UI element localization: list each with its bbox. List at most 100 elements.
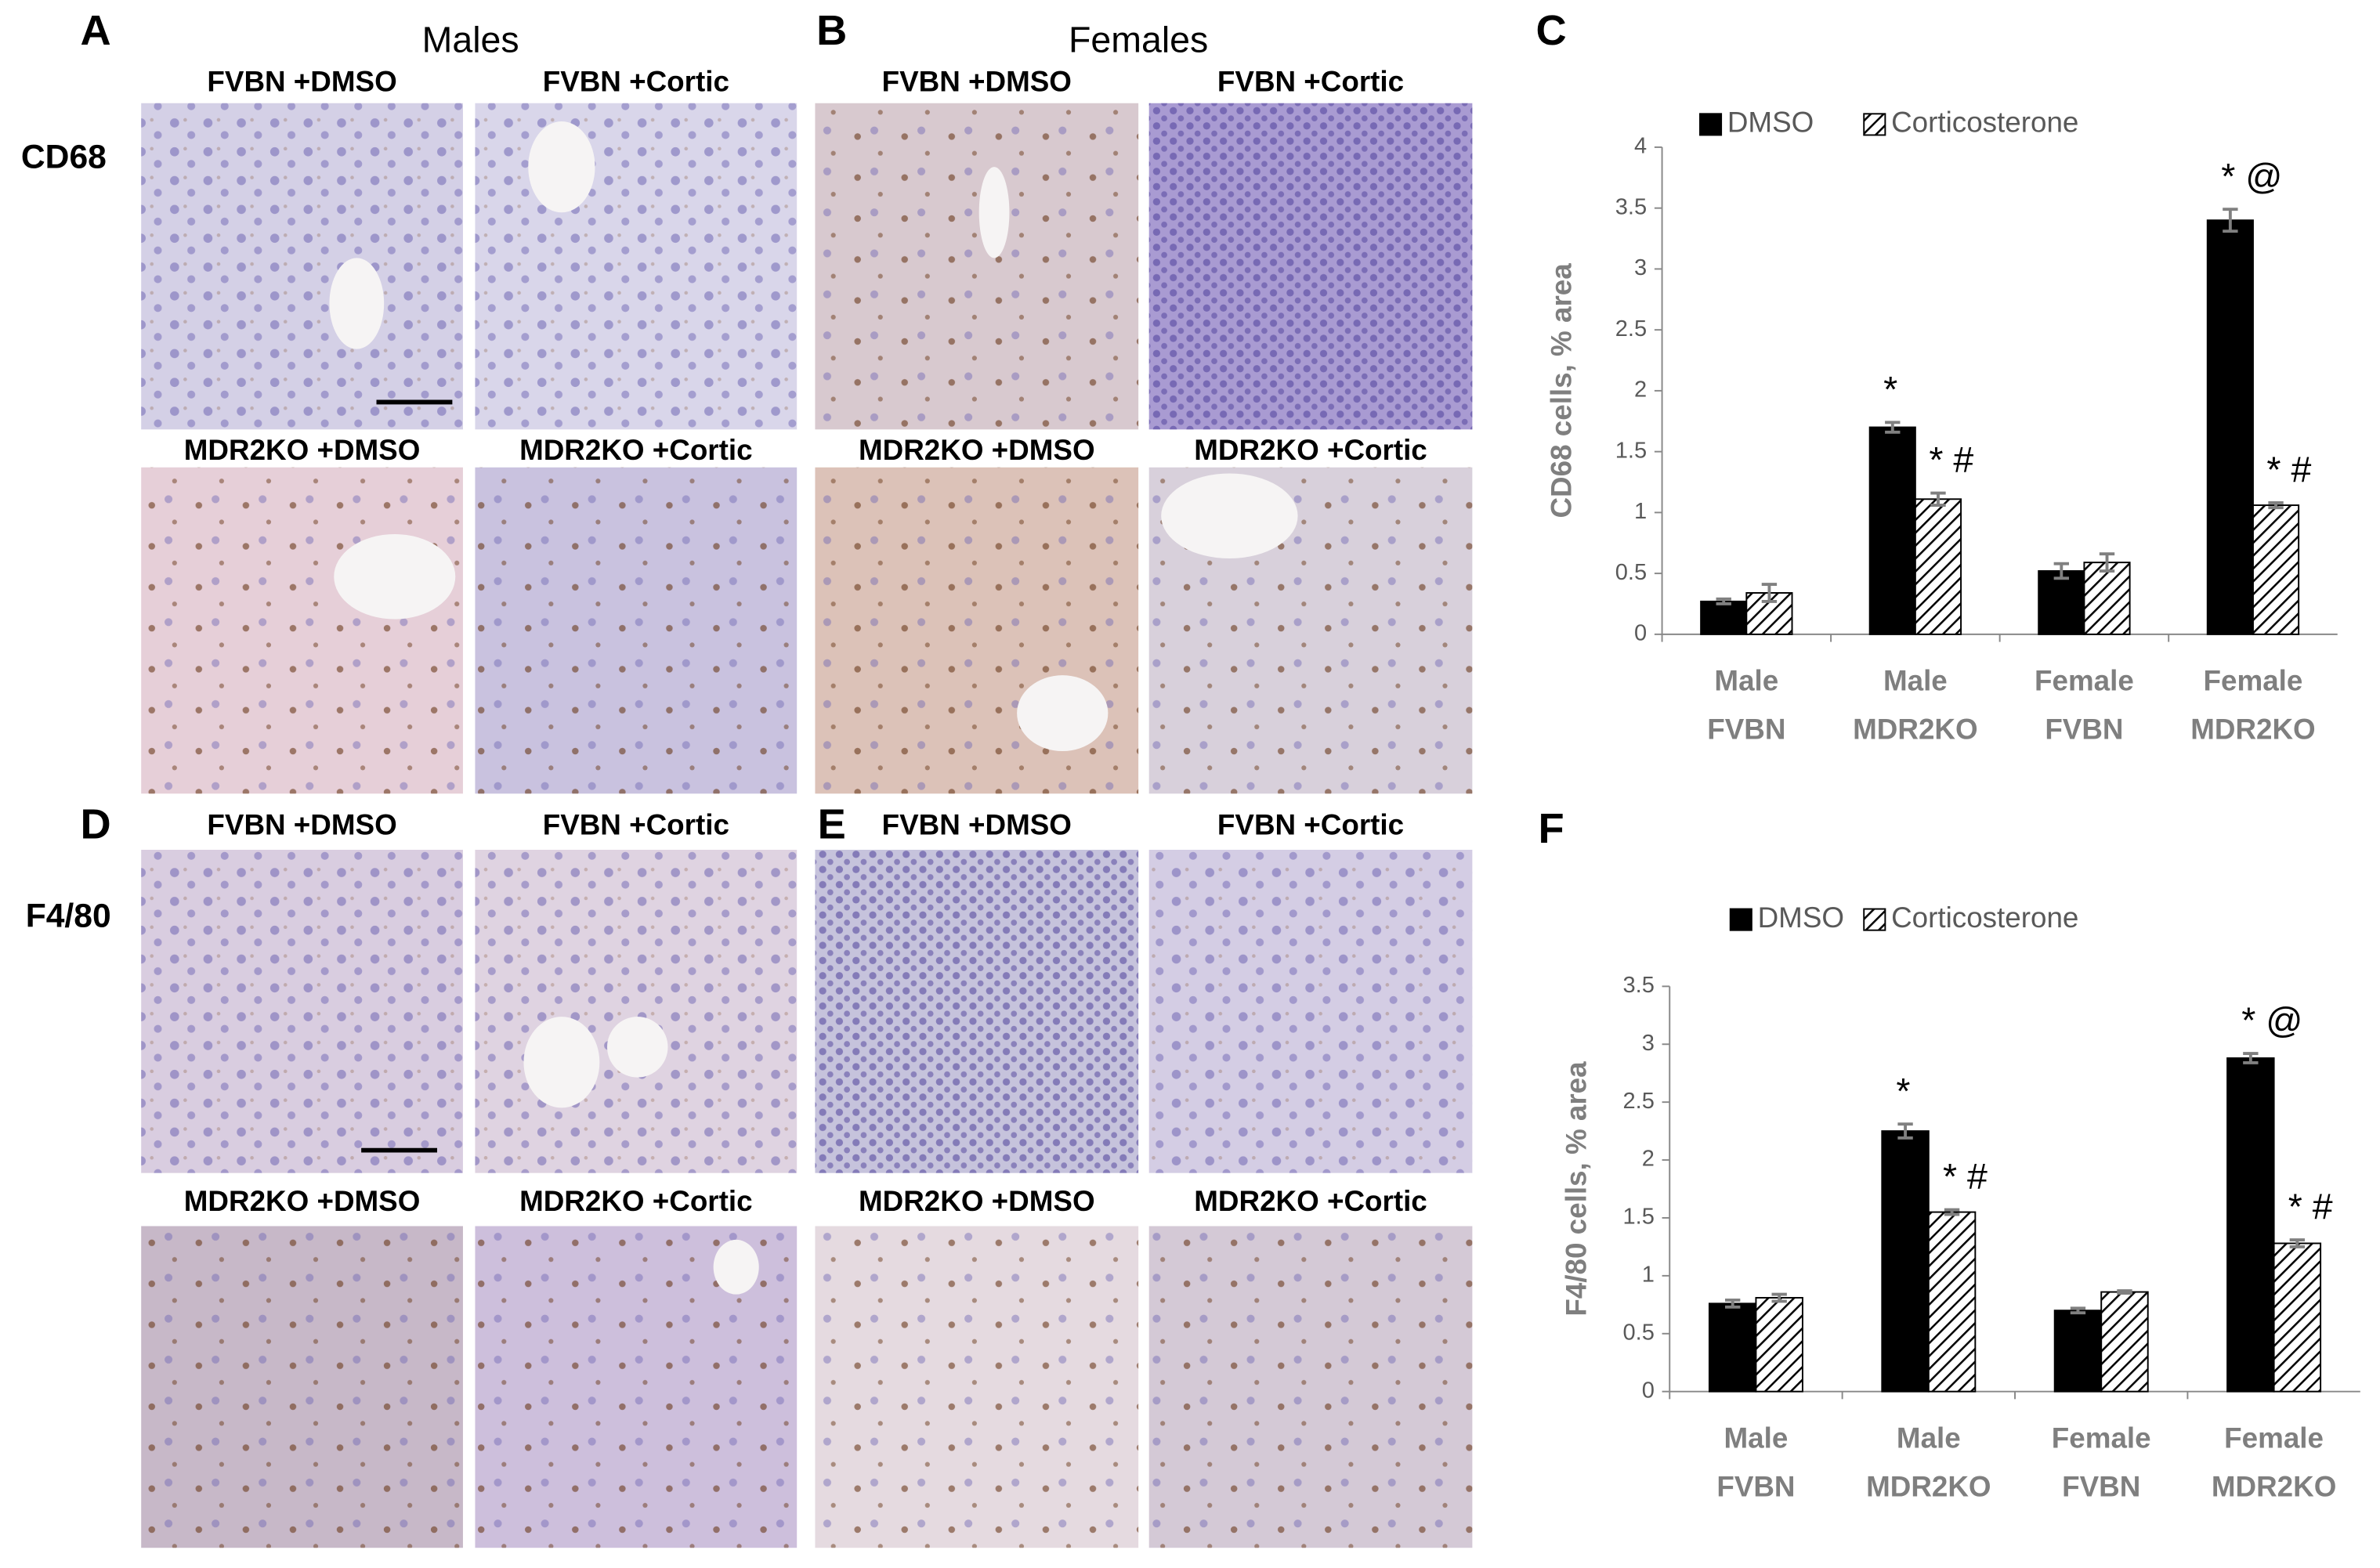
panel-label: E	[818, 800, 846, 847]
error-bar	[2099, 552, 2115, 573]
micrograph-texture	[475, 849, 798, 1173]
y-tick-label: 3.5	[1622, 973, 1654, 998]
significance-marker: *	[1896, 1071, 1910, 1111]
bar	[2273, 1242, 2322, 1393]
group-label: Males	[422, 20, 519, 60]
error-bar	[1944, 1208, 1960, 1216]
bar	[1927, 1211, 1977, 1393]
y-tick-label: 4	[1634, 134, 1647, 159]
error-bar	[2289, 1238, 2306, 1248]
micrograph-caption: MDR2KO +Cortic	[1194, 1185, 1427, 1217]
y-tick-label: 1.5	[1615, 438, 1647, 463]
legend-label: Corticosterone	[1891, 901, 2078, 934]
micrograph-texture	[815, 467, 1139, 794]
bar	[1708, 1302, 1757, 1393]
legend-label: Corticosterone	[1891, 107, 2078, 139]
micrograph-caption: FVBN +Cortic	[1217, 65, 1404, 97]
panel-label: F	[1539, 805, 1564, 852]
x-tick-label: Male	[1897, 1422, 1961, 1454]
significance-marker: * #	[2266, 449, 2311, 490]
legend-label: DMSO	[1758, 901, 1844, 934]
y-tick-label: 3	[1634, 255, 1647, 280]
x-tick-label: Female	[2035, 665, 2134, 697]
vessel	[523, 1017, 600, 1108]
panel-label: A	[80, 7, 110, 54]
y-tick-label: 2.5	[1615, 316, 1647, 341]
error-bar	[1885, 421, 1901, 434]
x-tick-label: MDR2KO	[1866, 1470, 1991, 1502]
bar	[2252, 504, 2300, 635]
legend-swatch	[1863, 113, 1886, 136]
micrograph-texture	[1148, 103, 1473, 430]
micrograph-caption: FVBN +Cortic	[543, 65, 729, 97]
significance-marker: *	[1883, 369, 1897, 410]
x-tick-label: Male	[1883, 665, 1948, 697]
bar	[2100, 1291, 2149, 1393]
micrograph-texture	[475, 467, 798, 794]
vessel	[528, 121, 595, 213]
bar	[2206, 219, 2254, 635]
error-bar	[1771, 1292, 1787, 1303]
panel-label: D	[80, 800, 110, 847]
bar	[2053, 1310, 2103, 1393]
error-bar	[2070, 1306, 2086, 1315]
micrograph-caption: MDR2KO +DMSO	[184, 1185, 421, 1217]
micrograph-caption: MDR2KO +DMSO	[859, 1185, 1095, 1217]
x-tick-label: Female	[2052, 1422, 2151, 1454]
micrograph-caption: MDR2KO +Cortic	[519, 434, 752, 466]
vessel	[713, 1239, 759, 1295]
bar	[2226, 1057, 2275, 1393]
y-tick-label: 0	[1634, 621, 1647, 646]
bar	[1868, 426, 1916, 635]
micrograph-texture	[141, 467, 463, 794]
micrograph-texture	[815, 849, 1139, 1173]
micrograph-texture	[141, 1226, 463, 1548]
error-bar	[1761, 583, 1778, 603]
micrograph-caption: MDR2KO +DMSO	[184, 434, 421, 466]
error-bar	[2268, 501, 2284, 510]
group-label: Females	[1069, 20, 1208, 60]
stain-label: F4/80	[26, 897, 111, 934]
x-tick-label: FVBN	[1707, 714, 1785, 746]
significance-marker: * #	[1943, 1156, 1988, 1197]
error-bar	[1897, 1122, 1913, 1140]
micrograph-caption: FVBN +DMSO	[207, 809, 396, 841]
legend-label: DMSO	[1727, 107, 1814, 139]
legend-swatch	[1863, 908, 1886, 931]
error-bar	[2117, 1289, 2132, 1295]
micrograph-texture	[475, 103, 798, 430]
micrograph-caption: FVBN +Cortic	[543, 809, 729, 841]
bar	[1881, 1130, 1930, 1393]
micrograph-caption: FVBN +DMSO	[882, 809, 1072, 841]
micrograph-texture	[141, 103, 463, 430]
x-tick-label: FVBN	[2062, 1470, 2140, 1502]
vessel	[1017, 675, 1109, 752]
y-tick-label: 1.5	[1622, 1205, 1654, 1230]
micrograph-caption: MDR2KO +Cortic	[519, 1185, 752, 1217]
y-tick-label: 0	[1642, 1378, 1655, 1403]
y-tick-label: 3.5	[1615, 194, 1647, 219]
x-tick-label: FVBN	[2045, 714, 2123, 746]
y-tick-label: 3	[1642, 1031, 1655, 1056]
vessel	[978, 167, 1010, 258]
y-tick-label: 1	[1634, 499, 1647, 524]
micrograph-caption: FVBN +DMSO	[882, 65, 1072, 97]
vessel	[607, 1017, 668, 1078]
x-tick-label: Male	[1714, 665, 1778, 697]
legend-swatch	[1729, 908, 1752, 931]
micrograph-texture	[141, 849, 463, 1173]
vessel	[334, 533, 456, 620]
x-tick-label: Female	[2204, 665, 2303, 697]
error-bar	[2053, 562, 2070, 580]
legend-swatch	[1699, 113, 1723, 136]
x-tick-label: MDR2KO	[2212, 1470, 2336, 1502]
y-tick-label: 2	[1642, 1147, 1655, 1172]
bar	[1700, 600, 1748, 635]
micrograph-caption: FVBN +DMSO	[207, 65, 396, 97]
x-tick-label: FVBN	[1716, 1470, 1795, 1502]
y-tick-label: 0.5	[1622, 1320, 1654, 1345]
y-tick-label: 0.5	[1615, 560, 1647, 585]
micrograph-texture	[815, 1226, 1139, 1548]
error-bar	[1725, 1298, 1741, 1309]
